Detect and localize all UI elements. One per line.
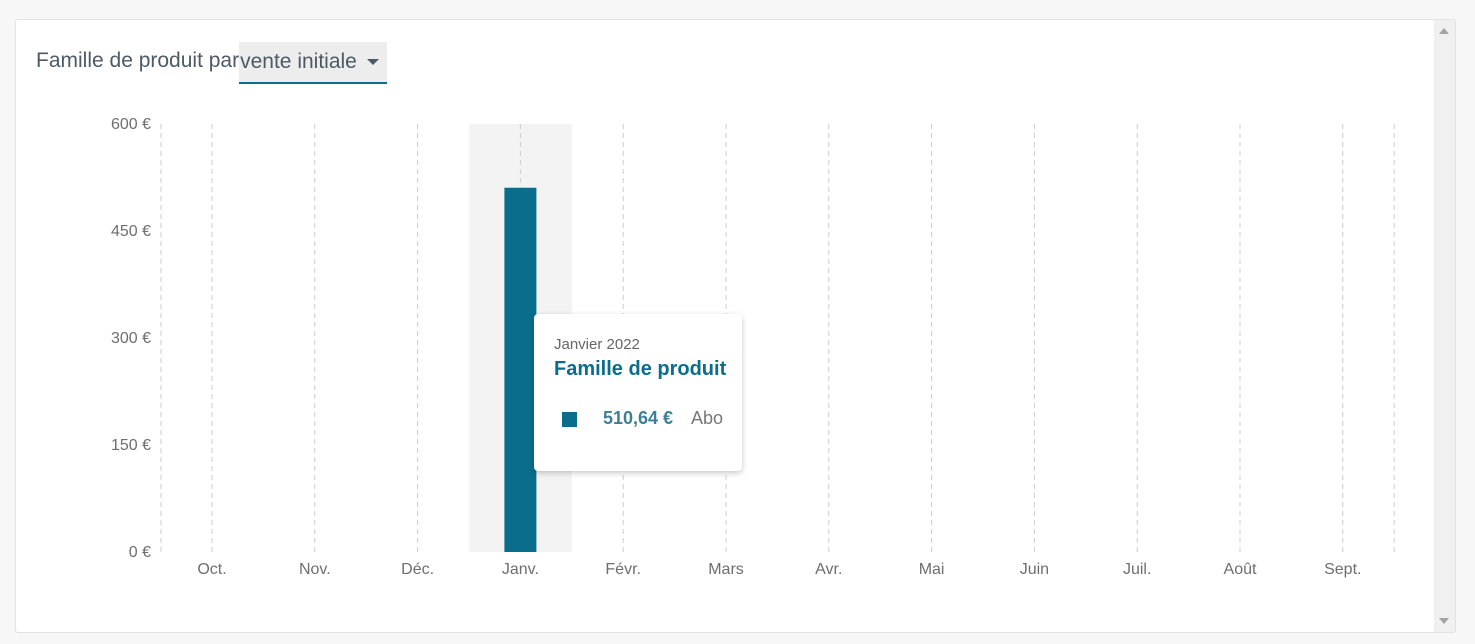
x-tick-label: Mai [919, 561, 945, 578]
x-tick-label: Janv. [502, 561, 539, 578]
tooltip-series-name: Abo [691, 408, 724, 428]
chart-title: Famille de produit par [36, 49, 240, 72]
tooltip-title: Famille de produit [554, 358, 727, 380]
chart-tooltip: Janvier 2022 Famille de produit 510,64 €… [534, 314, 742, 471]
x-tick-label: Août [1224, 561, 1257, 578]
x-tick-label: Sept. [1324, 561, 1361, 578]
x-tick-label: Oct. [197, 561, 226, 578]
x-tick-label: Avr. [815, 561, 842, 578]
bar-chart: 0 € 150 € 300 € 450 € 600 € Oct. Nov. Déc. Janv… [111, 116, 1395, 578]
tooltip-series-swatch [562, 412, 577, 427]
chart-card: Famille de produit par vente initiale 0 … [15, 19, 1456, 633]
tooltip-value: 510,64 € [603, 408, 674, 428]
x-tick-label: Nov. [299, 561, 331, 578]
x-tick-label: Mars [708, 561, 744, 578]
vertical-scrollbar[interactable] [1434, 20, 1455, 632]
metric-dropdown-label: vente initiale [240, 50, 357, 73]
x-tick-label: Juil. [1123, 561, 1151, 578]
metric-dropdown[interactable]: vente initiale [239, 42, 387, 84]
y-tick-label: 600 € [111, 116, 151, 133]
x-tick-label: Déc. [401, 561, 434, 578]
caret-down-icon [366, 59, 379, 65]
scroll-up-arrow-icon[interactable] [1439, 28, 1449, 34]
chart-header: Famille de produit par vente initiale [36, 42, 387, 84]
tooltip-date: Janvier 2022 [554, 336, 640, 353]
y-tick-label: 0 € [129, 544, 151, 561]
y-tick-label: 150 € [111, 437, 151, 454]
y-tick-label: 450 € [111, 223, 151, 240]
y-tick-label: 300 € [111, 330, 151, 347]
scroll-down-arrow-icon[interactable] [1439, 618, 1449, 624]
bar-Janv.[interactable] [504, 187, 537, 552]
x-tick-label: Juin [1020, 561, 1049, 578]
x-tick-label: Févr. [605, 561, 641, 578]
